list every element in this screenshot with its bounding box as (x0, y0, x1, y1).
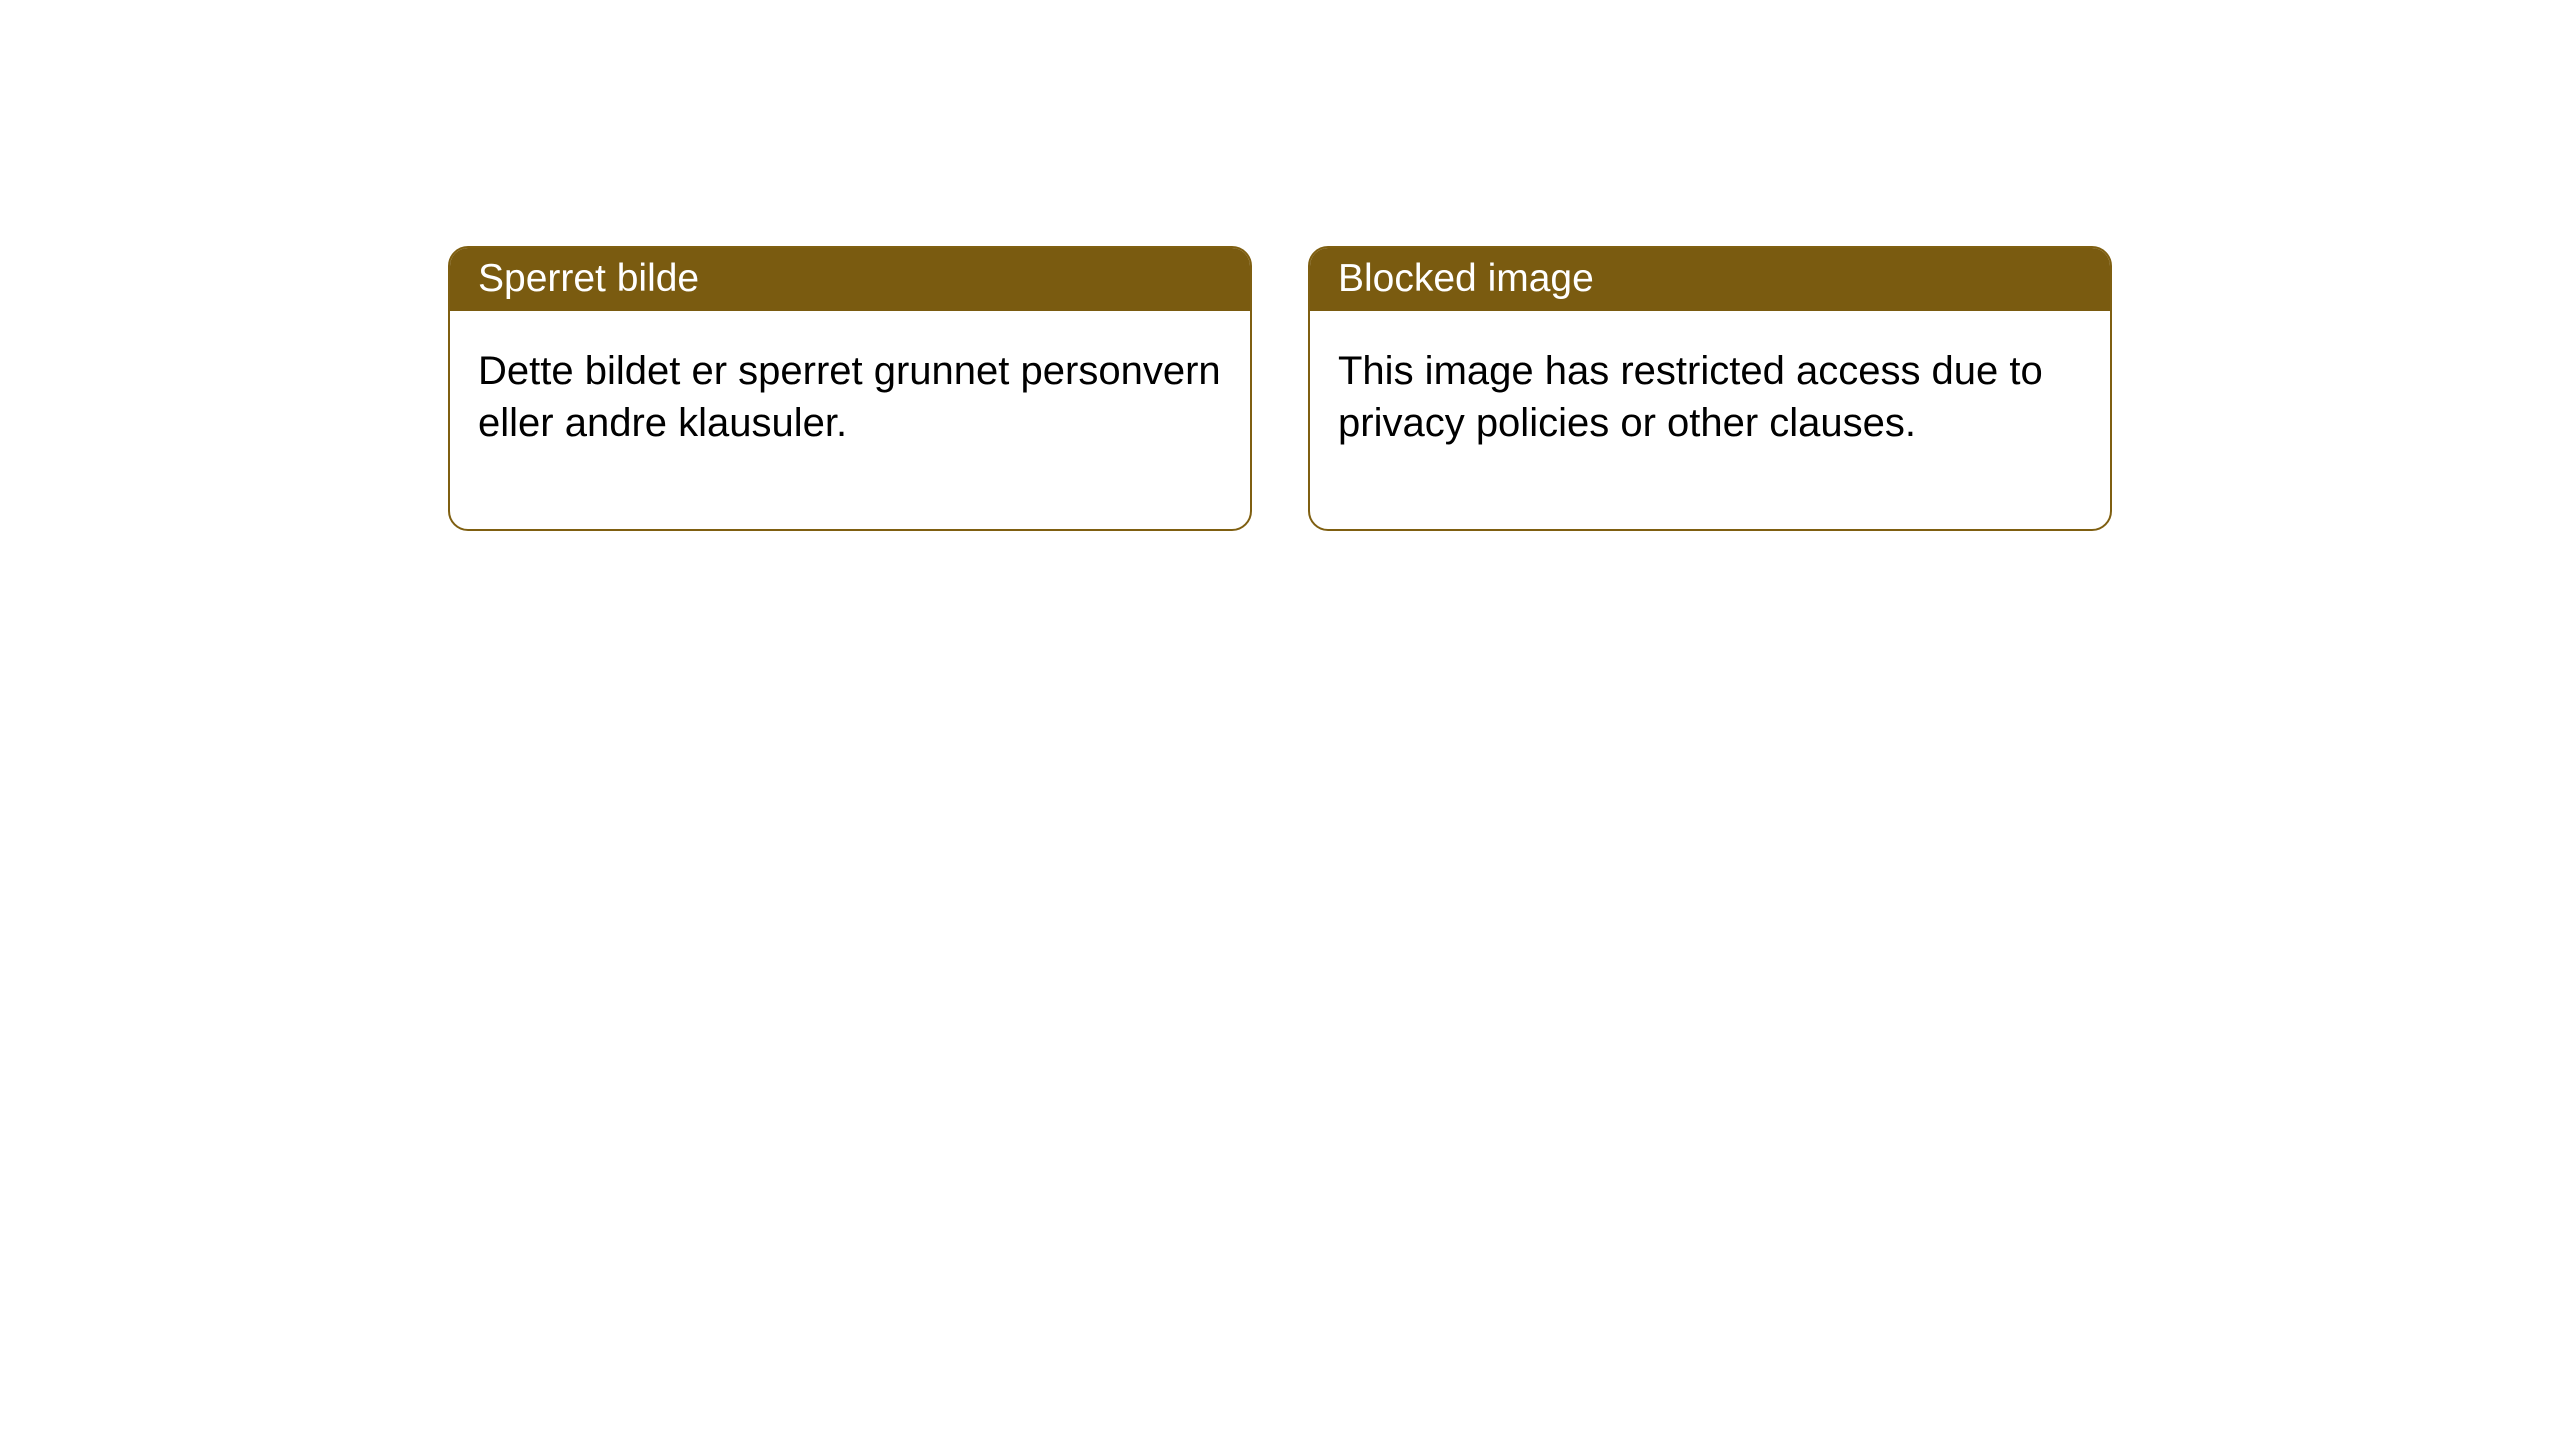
notice-header: Sperret bilde (450, 248, 1250, 311)
notice-body: This image has restricted access due to … (1310, 311, 2110, 529)
notice-header: Blocked image (1310, 248, 2110, 311)
notice-body: Dette bildet er sperret grunnet personve… (450, 311, 1250, 529)
notice-card-english: Blocked image This image has restricted … (1308, 246, 2112, 531)
notice-card-norwegian: Sperret bilde Dette bildet er sperret gr… (448, 246, 1252, 531)
notice-container: Sperret bilde Dette bildet er sperret gr… (448, 246, 2112, 531)
